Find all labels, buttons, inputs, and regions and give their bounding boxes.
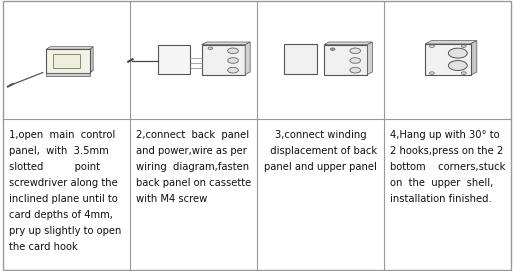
Bar <box>425 44 470 75</box>
Bar <box>158 45 190 74</box>
Circle shape <box>331 48 335 50</box>
Polygon shape <box>470 41 477 75</box>
Bar <box>324 45 368 75</box>
Text: 3,connect winding
  displacement of back
panel and upper panel: 3,connect winding displacement of back p… <box>264 130 377 172</box>
Text: 2,connect  back  panel
and power,wire as per
wiring  diagram,fasten
back panel o: 2,connect back panel and power,wire as p… <box>136 130 251 204</box>
Bar <box>284 44 317 74</box>
Circle shape <box>208 47 213 50</box>
Bar <box>46 73 89 76</box>
Polygon shape <box>425 41 477 44</box>
Circle shape <box>448 60 467 70</box>
Circle shape <box>448 48 467 58</box>
Circle shape <box>228 48 238 54</box>
Circle shape <box>350 58 360 63</box>
Circle shape <box>430 45 434 47</box>
Polygon shape <box>201 42 250 45</box>
Polygon shape <box>89 47 93 73</box>
Circle shape <box>350 67 360 73</box>
Text: 1,open  main  control
panel,  with  3.5mm
slotted          point
screwdriver alo: 1,open main control panel, with 3.5mm sl… <box>9 130 121 252</box>
Circle shape <box>228 67 238 73</box>
Polygon shape <box>46 70 93 73</box>
Polygon shape <box>46 47 93 49</box>
Circle shape <box>461 72 466 74</box>
Circle shape <box>228 58 238 63</box>
Polygon shape <box>245 42 250 75</box>
Circle shape <box>430 72 434 74</box>
Polygon shape <box>368 42 372 75</box>
Polygon shape <box>324 42 372 45</box>
Bar <box>52 54 80 67</box>
Text: 4,Hang up with 30° to
2 hooks,press on the 2
bottom    corners,stuck
on  the  up: 4,Hang up with 30° to 2 hooks,press on t… <box>391 130 506 204</box>
Circle shape <box>350 48 360 54</box>
Circle shape <box>461 45 466 47</box>
Polygon shape <box>46 49 89 73</box>
Bar <box>201 45 245 75</box>
